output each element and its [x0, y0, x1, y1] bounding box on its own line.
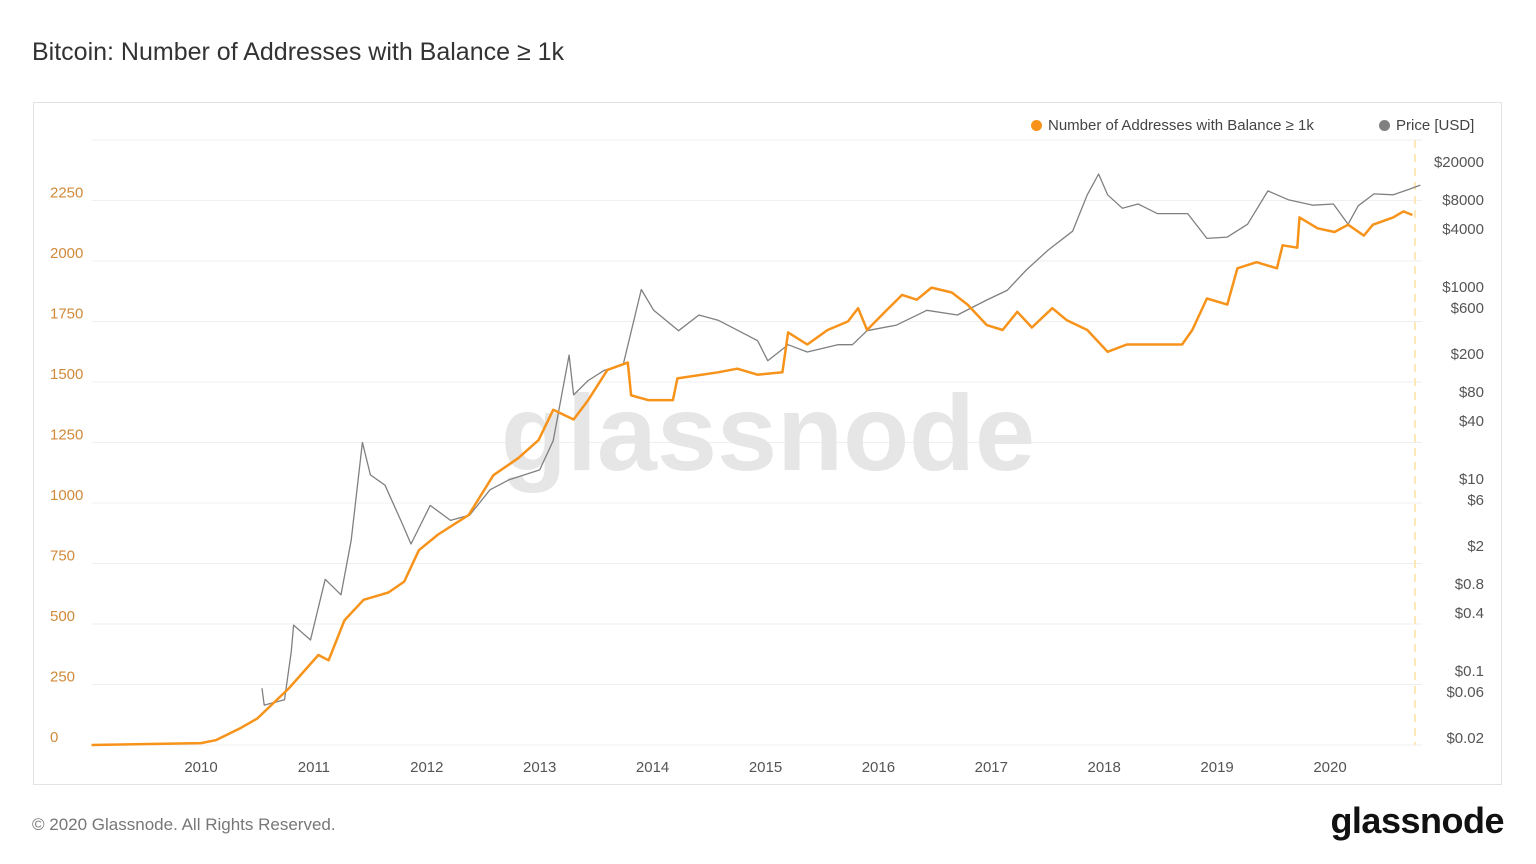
x-axis-tick-label: 2019 [1200, 759, 1233, 776]
left-axis-tick-label: 1250 [50, 427, 83, 444]
x-axis-tick-label: 2018 [1088, 759, 1121, 776]
right-axis-tick-label: $600 [1451, 300, 1484, 317]
orange-dot-icon [1031, 120, 1042, 131]
left-axis-tick-label: 0 [50, 729, 58, 746]
right-axis-tick-label: $0.1 [1455, 663, 1484, 680]
legend-label: Number of Addresses with Balance ≥ 1k [1048, 117, 1314, 134]
left-axis-tick-label: 1500 [50, 366, 83, 383]
right-axis-tick-label: $0.06 [1446, 684, 1484, 701]
legend-label: Price [USD] [1396, 117, 1475, 134]
right-axis-tick-label: $0.4 [1455, 605, 1484, 622]
copyright: © 2020 Glassnode. All Rights Reserved. [32, 815, 336, 834]
right-axis-tick-label: $0.8 [1455, 576, 1484, 593]
legend-item-price[interactable]: Price [USD] [1379, 117, 1474, 134]
x-axis-tick-label: 2020 [1313, 759, 1346, 776]
x-axis-tick-label: 2013 [523, 759, 556, 776]
price-line [261, 173, 1421, 706]
x-axis-tick-label: 2010 [184, 759, 217, 776]
left-axis-tick-label: 1000 [50, 487, 83, 504]
x-axis-tick-label: 2011 [298, 759, 330, 776]
right-axis-tick-label: $6 [1467, 492, 1484, 509]
chart-title: Bitcoin: Number of Addresses with Balanc… [32, 38, 565, 66]
right-axis-tick-label: $1000 [1442, 279, 1484, 296]
watermark: glassnode [501, 372, 1035, 493]
right-axis-tick-label: $10 [1459, 471, 1484, 488]
left-axis-tick-label: 2250 [50, 185, 83, 202]
left-axis-tick-label: 250 [50, 669, 75, 686]
right-axis-tick-label: $8000 [1442, 192, 1484, 209]
legend-item-addresses[interactable]: Number of Addresses with Balance ≥ 1k [1031, 117, 1314, 134]
right-axis-tick-label: $80 [1459, 384, 1484, 401]
left-axis-tick-label: 1750 [50, 306, 83, 323]
x-axis-tick-label: 2016 [862, 759, 895, 776]
left-axis-tick-label: 750 [50, 548, 75, 565]
glassnode-logo: glassnode [1330, 800, 1504, 841]
x-axis-tick-label: 2014 [636, 759, 669, 776]
right-axis-tick-label: $4000 [1442, 221, 1484, 238]
left-axis-tick-label: 500 [50, 608, 75, 625]
chart-frame [33, 102, 1502, 785]
right-axis-tick-label: $20000 [1434, 154, 1484, 171]
right-axis-tick-label: $40 [1459, 413, 1484, 430]
x-axis-tick-label: 2015 [749, 759, 782, 776]
x-axis-tick-label: 2017 [975, 759, 1008, 776]
x-axis-tick-label: 2012 [410, 759, 443, 776]
left-axis-tick-label: 2000 [50, 245, 83, 262]
right-axis-tick-label: $0.02 [1446, 730, 1484, 747]
gray-dot-icon [1379, 120, 1390, 131]
addresses-line [91, 210, 1413, 747]
right-axis-tick-label: $200 [1451, 346, 1484, 363]
right-axis-tick-label: $2 [1467, 538, 1484, 555]
